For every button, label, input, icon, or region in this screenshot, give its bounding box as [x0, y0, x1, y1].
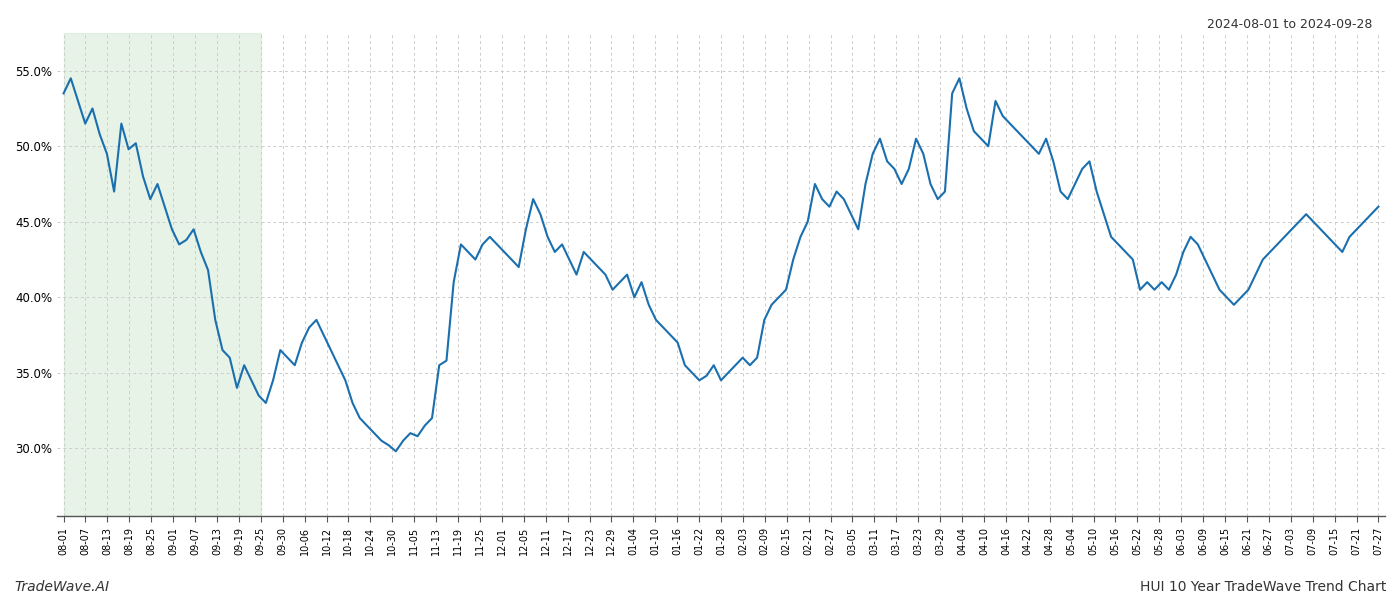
- Text: 2024-08-01 to 2024-09-28: 2024-08-01 to 2024-09-28: [1207, 18, 1372, 31]
- Text: HUI 10 Year TradeWave Trend Chart: HUI 10 Year TradeWave Trend Chart: [1140, 580, 1386, 594]
- Text: TradeWave.AI: TradeWave.AI: [14, 580, 109, 594]
- Bar: [63, 33, 260, 516]
